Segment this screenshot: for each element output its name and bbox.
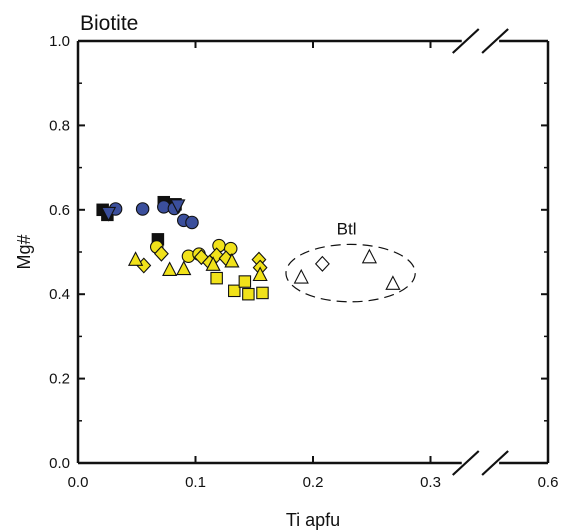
axis-break-mark [481,450,509,476]
y-tick-label: 0.8 [49,117,70,134]
x-tick-label: 0.2 [303,474,324,491]
data-point-diamond [314,255,330,272]
data-point-triangle [162,261,178,276]
chart-title: Biotite [80,12,138,35]
annotations: Btl [285,219,416,303]
data-point-triangle [205,256,221,271]
y-tick-label: 0.6 [49,202,70,219]
data-point-triangle [385,275,401,290]
x-axis-title: Ti apfu [286,510,340,530]
data-point-triangle [361,248,378,264]
x-tick-label: 0.3 [420,474,441,491]
x-tick-label: 0.1 [185,474,206,491]
x-tick-label: 0.0 [68,474,89,491]
y-axis-title: Mg# [14,234,34,269]
data-point-square [210,271,223,285]
axes: 0.0 0.1 0.2 0.3 0.6 0.0 0.2 0.4 0.6 0.8 1.0 [49,28,559,491]
data-point-square [242,287,255,301]
x-tick-label: 0.6 [538,474,559,491]
data-point-circle [224,241,238,256]
axis-break-mark [452,28,480,54]
y-tick-label: 1.0 [49,33,70,50]
data-point-square [228,284,241,298]
btl-field-ellipse [285,243,416,303]
data-points [96,195,401,301]
data-point-square [238,275,252,288]
data-point-triangle-down [100,206,117,222]
data-point-triangle [127,251,144,266]
data-point-triangle [293,268,309,284]
data-point-triangle [224,252,240,268]
y-tick-label: 0.4 [49,286,70,303]
axis-break-mark [481,28,509,54]
y-tick-label: 0.0 [49,455,70,472]
data-point-triangle [176,260,192,276]
data-point-circle [185,215,199,230]
data-point-circle [135,202,150,216]
axis-break-mark [452,450,480,476]
btl-label: Btl [337,219,357,238]
data-point-triangle [252,266,268,282]
data-point-diamond [193,249,209,266]
data-point-triangle-down [170,199,186,214]
y-tick-label: 0.2 [49,371,70,388]
data-point-diamond [153,245,169,262]
data-point-square [256,286,269,300]
